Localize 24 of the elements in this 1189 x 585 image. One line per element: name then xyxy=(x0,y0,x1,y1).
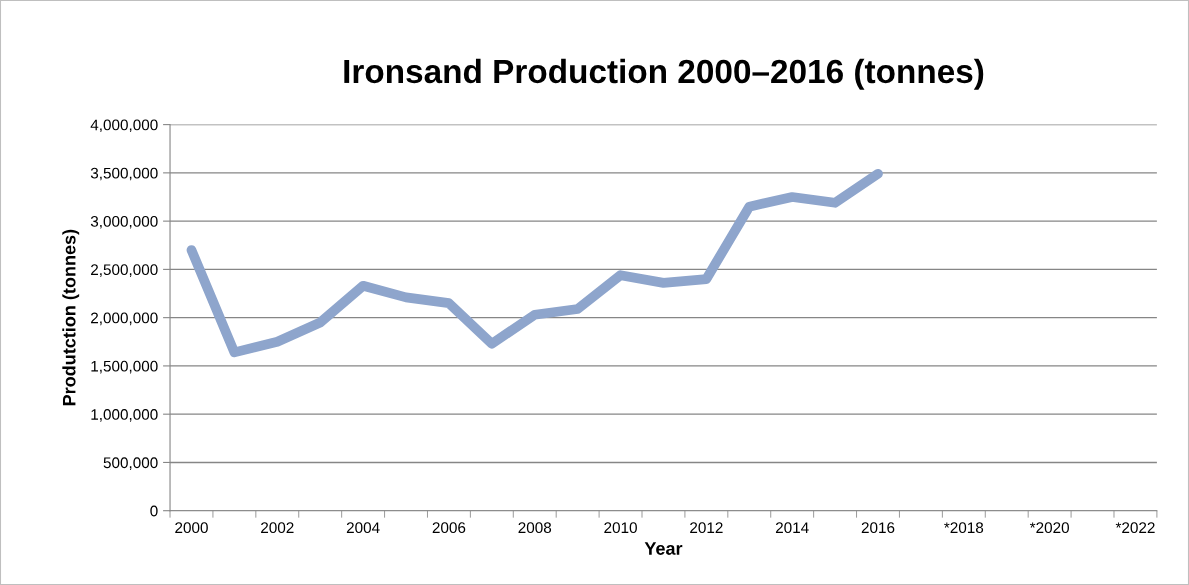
x-tick-label: 2006 xyxy=(432,522,466,534)
x-tick-label: 2016 xyxy=(861,522,895,534)
chart-title: Ironsand Production 2000–2016 (tonnes) xyxy=(344,58,984,90)
y-axis-title: Produtction (tonnes) xyxy=(62,229,80,406)
x-tick-label: 2012 xyxy=(690,522,723,534)
x-tick-label: *2018 xyxy=(944,522,984,534)
y-tick-label: 1,000,000 xyxy=(91,409,158,422)
x-axis-title: Year xyxy=(644,542,683,555)
x-tick-label: *2022 xyxy=(1115,522,1155,534)
x-tick-label: *2020 xyxy=(1029,522,1069,534)
y-tick-label: 4,000,000 xyxy=(90,119,158,133)
y-tick-label: 0 xyxy=(150,505,158,517)
y-tick-label: 500,000 xyxy=(103,457,158,470)
x-tick-label: 2000 xyxy=(175,522,208,534)
y-tick-label: 3,500,000 xyxy=(90,167,158,181)
x-tick-label: 2014 xyxy=(775,522,809,534)
x-tick-label: 2002 xyxy=(261,522,294,534)
y-tick-label: 1,500,000 xyxy=(91,360,158,374)
y-tick-label: 2,000,000 xyxy=(91,312,158,326)
x-tick-label: 2008 xyxy=(518,522,552,534)
y-tick-label: 2,500,000 xyxy=(91,264,158,277)
x-tick-label: 2010 xyxy=(604,522,637,534)
x-tick-label: 2004 xyxy=(346,522,380,534)
y-tick-label: 3,000,000 xyxy=(90,216,158,229)
